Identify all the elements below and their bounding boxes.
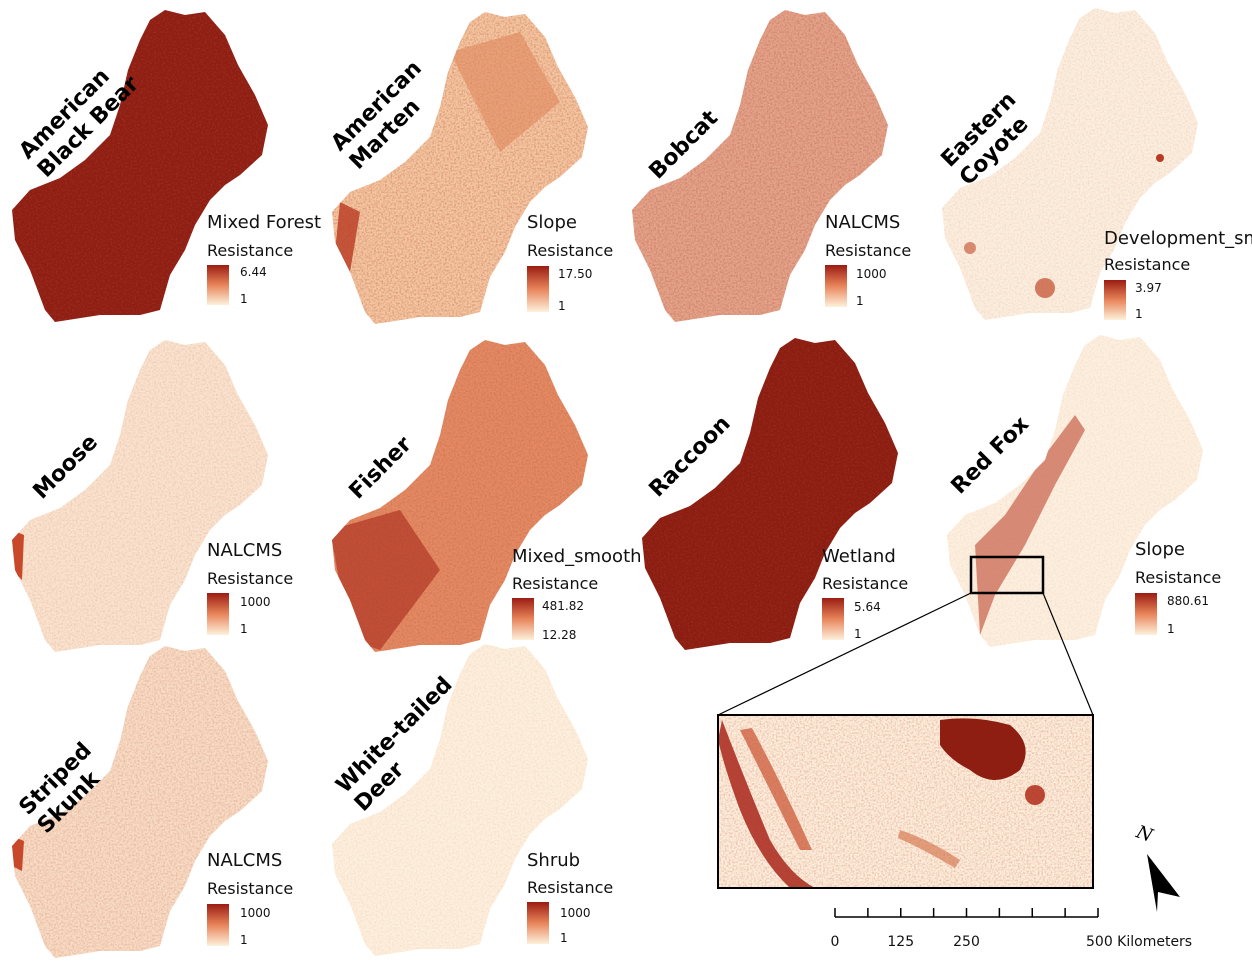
panel-striped-skunk: Striped Skunk NALCMS Resistance 1000 1 xyxy=(12,646,293,958)
legend-title: Resistance xyxy=(825,241,911,260)
legend-min: 12.28 xyxy=(542,628,576,642)
legend-max: 1000 xyxy=(560,906,591,920)
scale-label: 125 xyxy=(887,934,914,950)
legend-min: 1 xyxy=(560,931,568,945)
legend-title: Resistance xyxy=(527,241,613,260)
panel-american-marten: American Marten Slope Resistance 17.50 1 xyxy=(327,12,613,324)
legend-title: Resistance xyxy=(512,574,598,593)
legend-min: 1 xyxy=(240,933,248,947)
legend-max: 880.61 xyxy=(1167,594,1209,608)
legend-title: Resistance xyxy=(207,569,293,588)
panel-raccoon: Raccoon Wetland Resistance 5.64 1 xyxy=(642,338,908,650)
legend-min: 1 xyxy=(240,292,248,306)
inset-frame xyxy=(717,714,1094,889)
legend-max: 17.50 xyxy=(558,267,592,281)
variable-label: Shrub xyxy=(527,850,580,871)
legend-ramp xyxy=(207,593,229,635)
legend-title: Resistance xyxy=(207,241,293,260)
legend-min: 1 xyxy=(854,627,862,641)
legend-max: 481.82 xyxy=(542,599,584,613)
inset-map xyxy=(718,715,1093,888)
north-arrow: N xyxy=(1132,821,1180,912)
panel-red-fox: Red Fox Slope Resistance 880.61 1 xyxy=(947,335,1221,647)
panel-eastern-coyote: Eastern Coyote Development_sm Resistance… xyxy=(937,8,1252,321)
legend-max: 1000 xyxy=(856,267,887,281)
legend-min: 1 xyxy=(558,299,566,313)
legend-title: Resistance xyxy=(1135,568,1221,587)
legend-min: 1 xyxy=(1135,307,1143,321)
panel-white-tailed-deer: White-tailed Deer Shrub Resistance 1000 … xyxy=(332,644,613,956)
legend-min: 1 xyxy=(856,294,864,308)
legend-title: Resistance xyxy=(527,878,613,897)
legend-ramp xyxy=(1104,280,1126,320)
legend-max: 1000 xyxy=(240,595,271,609)
scale-label: 500 Kilometers xyxy=(1086,934,1192,950)
legend-title: Resistance xyxy=(207,879,293,898)
legend-ramp xyxy=(1135,593,1157,635)
legend-ramp xyxy=(825,265,847,307)
scale-label: 250 xyxy=(953,934,980,950)
variable-label: Slope xyxy=(527,212,577,233)
legend-max: 1000 xyxy=(240,906,271,920)
variable-label: Wetland xyxy=(822,546,896,567)
legend-title: Resistance xyxy=(822,574,908,593)
scale-label: 0 xyxy=(831,934,840,950)
legend-ramp xyxy=(527,266,549,312)
panel-bobcat: Bobcat NALCMS Resistance 1000 1 xyxy=(632,10,911,322)
legend-min: 1 xyxy=(240,622,248,636)
panel-fisher: Fisher Mixed_smooth Resistance 481.82 12… xyxy=(332,340,642,652)
variable-label: NALCMS xyxy=(207,540,282,561)
north-label: N xyxy=(1132,821,1156,847)
legend-max: 5.64 xyxy=(854,600,881,614)
panel-american-black-bear: American Black Bear Mixed Forest Resista… xyxy=(12,10,321,322)
inset-zoom xyxy=(717,592,1094,889)
legend-max: 6.44 xyxy=(240,265,267,279)
inset-leader-left xyxy=(717,592,972,716)
variable-label: Mixed_smooth xyxy=(512,546,642,567)
legend-ramp xyxy=(207,265,229,305)
variable-label: NALCMS xyxy=(825,212,900,233)
legend-ramp xyxy=(512,598,534,640)
variable-label: Slope xyxy=(1135,539,1185,560)
inset-leader-right xyxy=(1042,592,1094,716)
variable-label: Mixed Forest xyxy=(207,212,321,233)
legend-ramp xyxy=(527,902,549,944)
variable-label: NALCMS xyxy=(207,850,282,871)
panel-moose: Moose NALCMS Resistance 1000 1 xyxy=(12,340,293,652)
legend-ramp xyxy=(207,904,229,946)
variable-label: Development_sm xyxy=(1104,228,1252,249)
inset-extent-box xyxy=(969,555,1045,595)
legend-min: 1 xyxy=(1167,622,1175,636)
legend-title: Resistance xyxy=(1104,255,1190,274)
legend-max: 3.97 xyxy=(1135,281,1162,295)
legend-ramp xyxy=(822,598,844,640)
north-arrow-icon xyxy=(1147,854,1180,912)
scale-bar: 0 125 250 500 Kilometers xyxy=(831,908,1192,950)
